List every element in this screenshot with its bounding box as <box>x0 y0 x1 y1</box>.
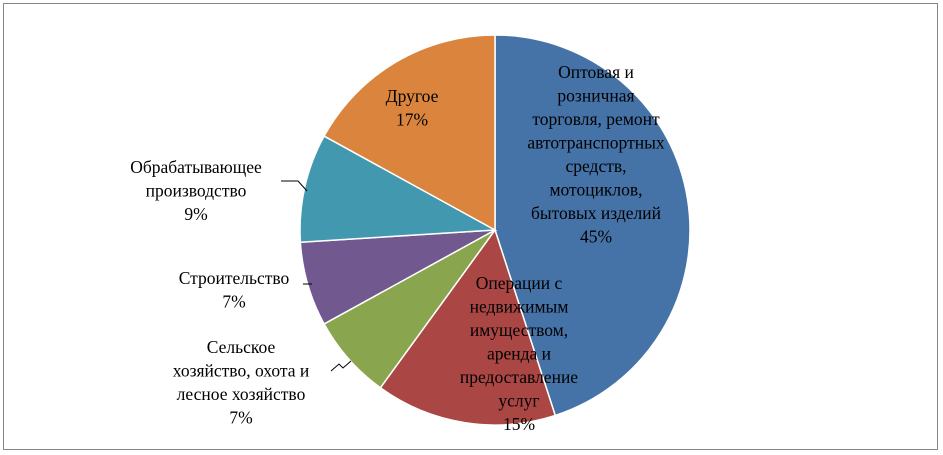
label-line: производство <box>146 181 247 201</box>
pie-slice-trade <box>494 34 691 417</box>
label-line: недвижимым <box>470 297 569 317</box>
data-label-manufacturing: Обрабатывающее производство 9% <box>130 157 262 224</box>
leader-line-agriculture <box>330 360 352 372</box>
label-line: мотоциклов, <box>549 180 642 200</box>
label-line: Строительство <box>179 268 290 288</box>
data-label-agriculture: Сельское хозяйство, охота и лесное хозяйст… <box>173 337 310 428</box>
data-label-construction: Строительство 7% <box>179 268 290 312</box>
label-line: Операции с <box>476 273 563 293</box>
percent-label-construction: 7% <box>222 292 245 312</box>
label-line: имуществом, <box>470 320 568 340</box>
leader-line-manufacturing <box>281 180 308 192</box>
label-line: торговля, ремонт <box>532 109 660 129</box>
percent-label-agriculture: 7% <box>229 408 252 428</box>
leader-lines <box>281 180 352 372</box>
percent-label-trade: 45% <box>580 227 612 247</box>
label-line: автотранспортных <box>527 133 664 153</box>
label-line: предоставление <box>460 367 578 387</box>
pie-slice-manufacturing <box>299 135 498 244</box>
label-line: услуг <box>498 391 539 411</box>
label-line: Оптовая и <box>558 62 634 82</box>
label-line: лесное хозяйство <box>177 384 306 404</box>
data-labels: Оптовая и розничная торговля, ремонт автотр… <box>130 62 665 434</box>
percent-label-real-estate: 15% <box>503 414 535 434</box>
label-line: бытовых изделий <box>531 203 661 223</box>
label-line: аренда и <box>487 344 551 364</box>
data-label-real-estate: Операции с недвижимым имуществом, аренда и п… <box>460 273 578 434</box>
label-line: розничная <box>557 86 634 106</box>
pie-slice-real-estate <box>379 228 557 426</box>
label-line: средств, <box>565 156 626 176</box>
percent-label-manufacturing: 9% <box>184 204 207 224</box>
data-label-other: Другое 17% <box>386 86 439 130</box>
label-line: Обрабатывающее <box>130 157 262 177</box>
label-line: Другое <box>386 86 439 106</box>
label-line: хозяйство, охота и <box>173 361 310 381</box>
pie-slices <box>299 34 691 426</box>
data-label-trade: Оптовая и розничная торговля, ремонт автотр… <box>527 62 664 247</box>
percent-label-other: 17% <box>396 110 428 130</box>
label-line: Сельское <box>207 337 276 357</box>
pie-slice-other <box>323 34 496 232</box>
